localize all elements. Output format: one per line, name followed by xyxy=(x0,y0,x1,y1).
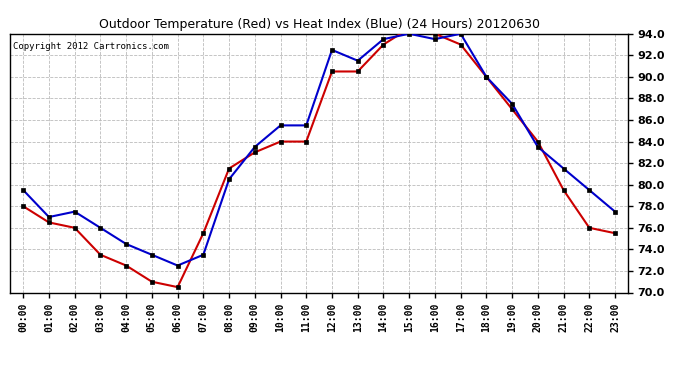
Text: Copyright 2012 Cartronics.com: Copyright 2012 Cartronics.com xyxy=(13,42,169,51)
Title: Outdoor Temperature (Red) vs Heat Index (Blue) (24 Hours) 20120630: Outdoor Temperature (Red) vs Heat Index … xyxy=(99,18,540,31)
